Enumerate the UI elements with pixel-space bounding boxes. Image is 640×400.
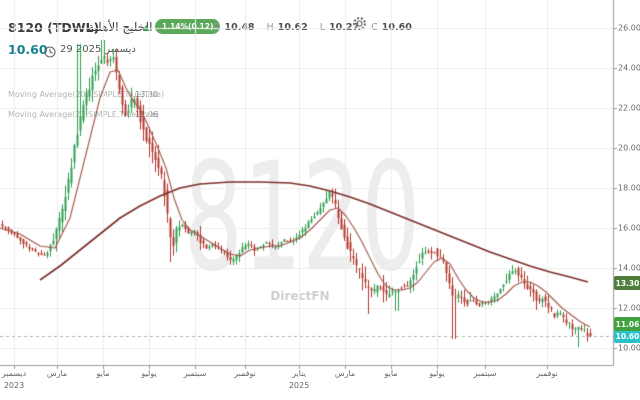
x-tick-label: يوليو [429, 369, 445, 378]
y-tick-label: 22.00 [618, 103, 640, 113]
y-tick-label: 14.00 [618, 263, 640, 273]
y-tick-label: 18.00 [618, 183, 640, 193]
x-tick-label: مارس [46, 369, 68, 378]
x-tick-label: ديسمبر [1, 369, 27, 378]
x-tick-label: يوليو [141, 369, 157, 378]
price-axis-badge: 11.06 [614, 317, 640, 331]
x-tick-label: مايو [96, 369, 110, 378]
x-tick-label: سبتمبر [473, 369, 497, 378]
price-axis-badge: 10.60 [614, 329, 640, 343]
y-tick-label: 16.00 [618, 223, 640, 233]
y-tick-label: 20.00 [618, 143, 640, 153]
y-tick-label: 24.00 [618, 63, 640, 73]
x-tick-label: يناير [292, 369, 306, 378]
y-tick-label: 26.00 [618, 23, 640, 33]
x-tick-label: مايو [384, 369, 398, 378]
y-tick-label: 10.00 [618, 343, 640, 353]
x-tick-label: نوفمبر [234, 369, 256, 378]
y-tick-label: 12.00 [618, 303, 640, 313]
x-tick-label: مارس [334, 369, 356, 378]
price-axis-badge: 13.30 [614, 276, 640, 290]
x-tick-label: نوفمبر [536, 369, 558, 378]
x-tick-year: 2023 [3, 381, 25, 390]
x-tick-year: 2025 [288, 381, 310, 390]
x-tick-label: سبتمبر [183, 369, 207, 378]
